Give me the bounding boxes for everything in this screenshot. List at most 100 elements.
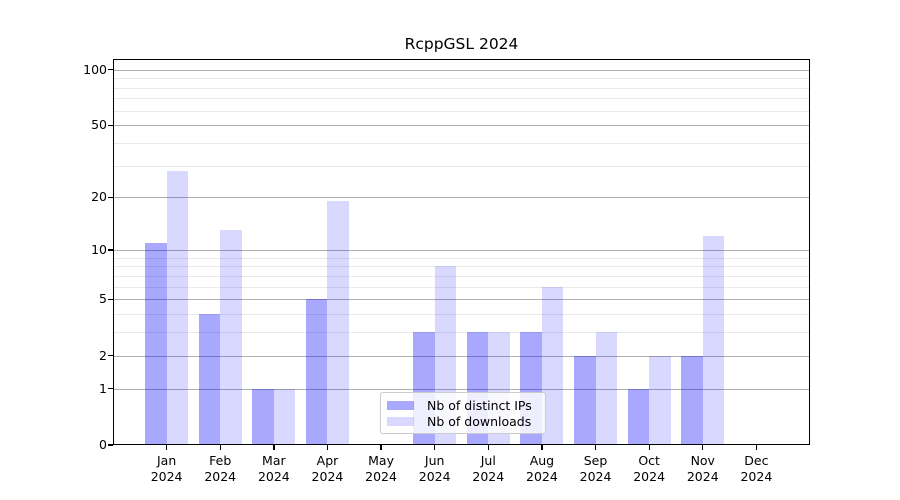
gridline-major: [113, 299, 810, 301]
x-tick-month: Mar: [262, 453, 286, 468]
bar-distinct-ips: [305, 299, 328, 445]
bar-downloads: [327, 201, 349, 445]
legend-swatch-distinct-ips: [387, 400, 414, 410]
x-tick-month: Nov: [690, 453, 715, 468]
x-tick-year: 2024: [633, 468, 666, 484]
x-tick-mark: [166, 445, 168, 450]
x-tick-label: Feb 2024: [188, 453, 252, 484]
y-tick-label: 0: [99, 437, 107, 452]
bar-downloads: [702, 236, 725, 445]
x-tick-month: Feb: [209, 453, 232, 468]
x-tick-mark: [541, 445, 543, 450]
x-tick-year: 2024: [257, 468, 290, 484]
x-tick-year: 2024: [579, 468, 612, 484]
x-tick-month: Dec: [744, 453, 769, 468]
x-tick-label: Nov 2024: [671, 453, 735, 484]
y-tick-label: 20: [91, 189, 107, 205]
x-tick-year: 2024: [150, 468, 183, 484]
x-tick-mark: [434, 445, 436, 450]
gridline-minor: [113, 98, 810, 100]
x-tick-month: Apr: [316, 453, 339, 468]
chart-title: RcppGSL 2024: [404, 35, 519, 53]
bar-downloads: [541, 286, 564, 445]
plot-area: [113, 59, 810, 445]
y-tick-mark: [108, 124, 113, 127]
y-tick-label: 50: [91, 117, 107, 133]
gridline-minor: [113, 275, 810, 277]
gridline-minor: [113, 266, 810, 268]
legend-label-distinct-ips: Nb of distinct IPs: [427, 397, 532, 413]
x-tick-month: Sep: [583, 453, 608, 468]
y-tick-label: 100: [83, 61, 107, 77]
bar-distinct-ips: [198, 314, 221, 445]
gridline-minor: [113, 87, 810, 89]
x-tick-month: Oct: [638, 453, 660, 468]
x-tick-mark: [702, 445, 704, 450]
x-tick-year: 2024: [740, 468, 773, 484]
y-tick-mark: [108, 196, 113, 199]
x-tick-month: Jan: [156, 453, 177, 468]
y-tick-label: 2: [99, 347, 107, 363]
x-tick-year: 2024: [418, 468, 451, 484]
legend-entry-downloads: Nb of downloads: [387, 414, 539, 431]
gridline-major: [113, 388, 810, 390]
y-tick-label: 5: [99, 291, 107, 307]
x-tick-year: 2024: [526, 468, 558, 484]
y-tick-mark: [108, 355, 113, 357]
x-tick-year: 2024: [204, 468, 237, 484]
y-tick-label: 10: [91, 242, 107, 258]
bar-downloads: [166, 171, 189, 445]
bar-downloads: [595, 332, 618, 445]
x-tick-month: Aug: [529, 453, 555, 468]
bar-downloads: [273, 388, 296, 445]
x-tick-year: 2024: [311, 468, 344, 484]
x-tick-label: Dec 2024: [724, 453, 788, 484]
x-tick-year: 2024: [686, 468, 719, 484]
y-tick-mark: [108, 249, 113, 251]
legend-swatch-downloads: [387, 417, 414, 427]
legend-entry-distinct-ips: Nb of distinct IPs: [387, 397, 539, 414]
y-tick-mark: [108, 388, 113, 390]
gridline-minor: [113, 257, 810, 259]
x-tick-mark: [326, 445, 329, 450]
x-tick-mark: [273, 445, 275, 450]
bar-distinct-ips: [145, 242, 167, 445]
x-tick-mark: [648, 445, 650, 450]
x-tick-label: Aug 2024: [510, 453, 574, 484]
bar-downloads: [649, 355, 671, 445]
gridline-minor: [113, 143, 810, 145]
y-tick-mark: [108, 298, 113, 301]
x-tick-year: 2024: [365, 468, 397, 484]
x-tick-mark: [487, 445, 489, 450]
x-tick-mark: [219, 445, 221, 450]
bar-distinct-ips: [627, 388, 650, 445]
y-tick-mark: [108, 444, 113, 446]
bar-downloads: [220, 230, 242, 445]
x-tick-label: Oct 2024: [617, 453, 681, 484]
gridline-minor: [113, 78, 810, 80]
gridline-minor: [113, 286, 810, 288]
bar-distinct-ips: [574, 355, 596, 445]
legend: Nb of distinct IPs Nb of downloads: [380, 392, 546, 434]
gridline-major: [113, 250, 810, 252]
y-tick-mark: [108, 69, 113, 71]
x-tick-mark: [594, 445, 597, 450]
x-tick-month: Jul: [480, 453, 496, 468]
gridline-minor: [113, 110, 810, 112]
x-tick-label: Sep 2024: [564, 453, 628, 484]
x-tick-mark: [380, 445, 382, 450]
x-tick-label: Mar 2024: [242, 453, 306, 484]
gridline-major: [113, 355, 810, 357]
x-tick-month: Jun: [424, 453, 445, 468]
x-tick-label: Jan 2024: [135, 453, 199, 484]
x-tick-mark: [755, 445, 758, 450]
gridline-major: [113, 69, 810, 71]
y-tick-label: 1: [99, 380, 107, 396]
x-tick-label: Jun 2024: [403, 453, 467, 484]
x-tick-label: Jul 2024: [456, 453, 520, 484]
gridline-major: [113, 125, 810, 127]
gridline-minor: [113, 314, 810, 316]
bar-distinct-ips: [252, 388, 274, 445]
gridline-major: [113, 197, 810, 199]
